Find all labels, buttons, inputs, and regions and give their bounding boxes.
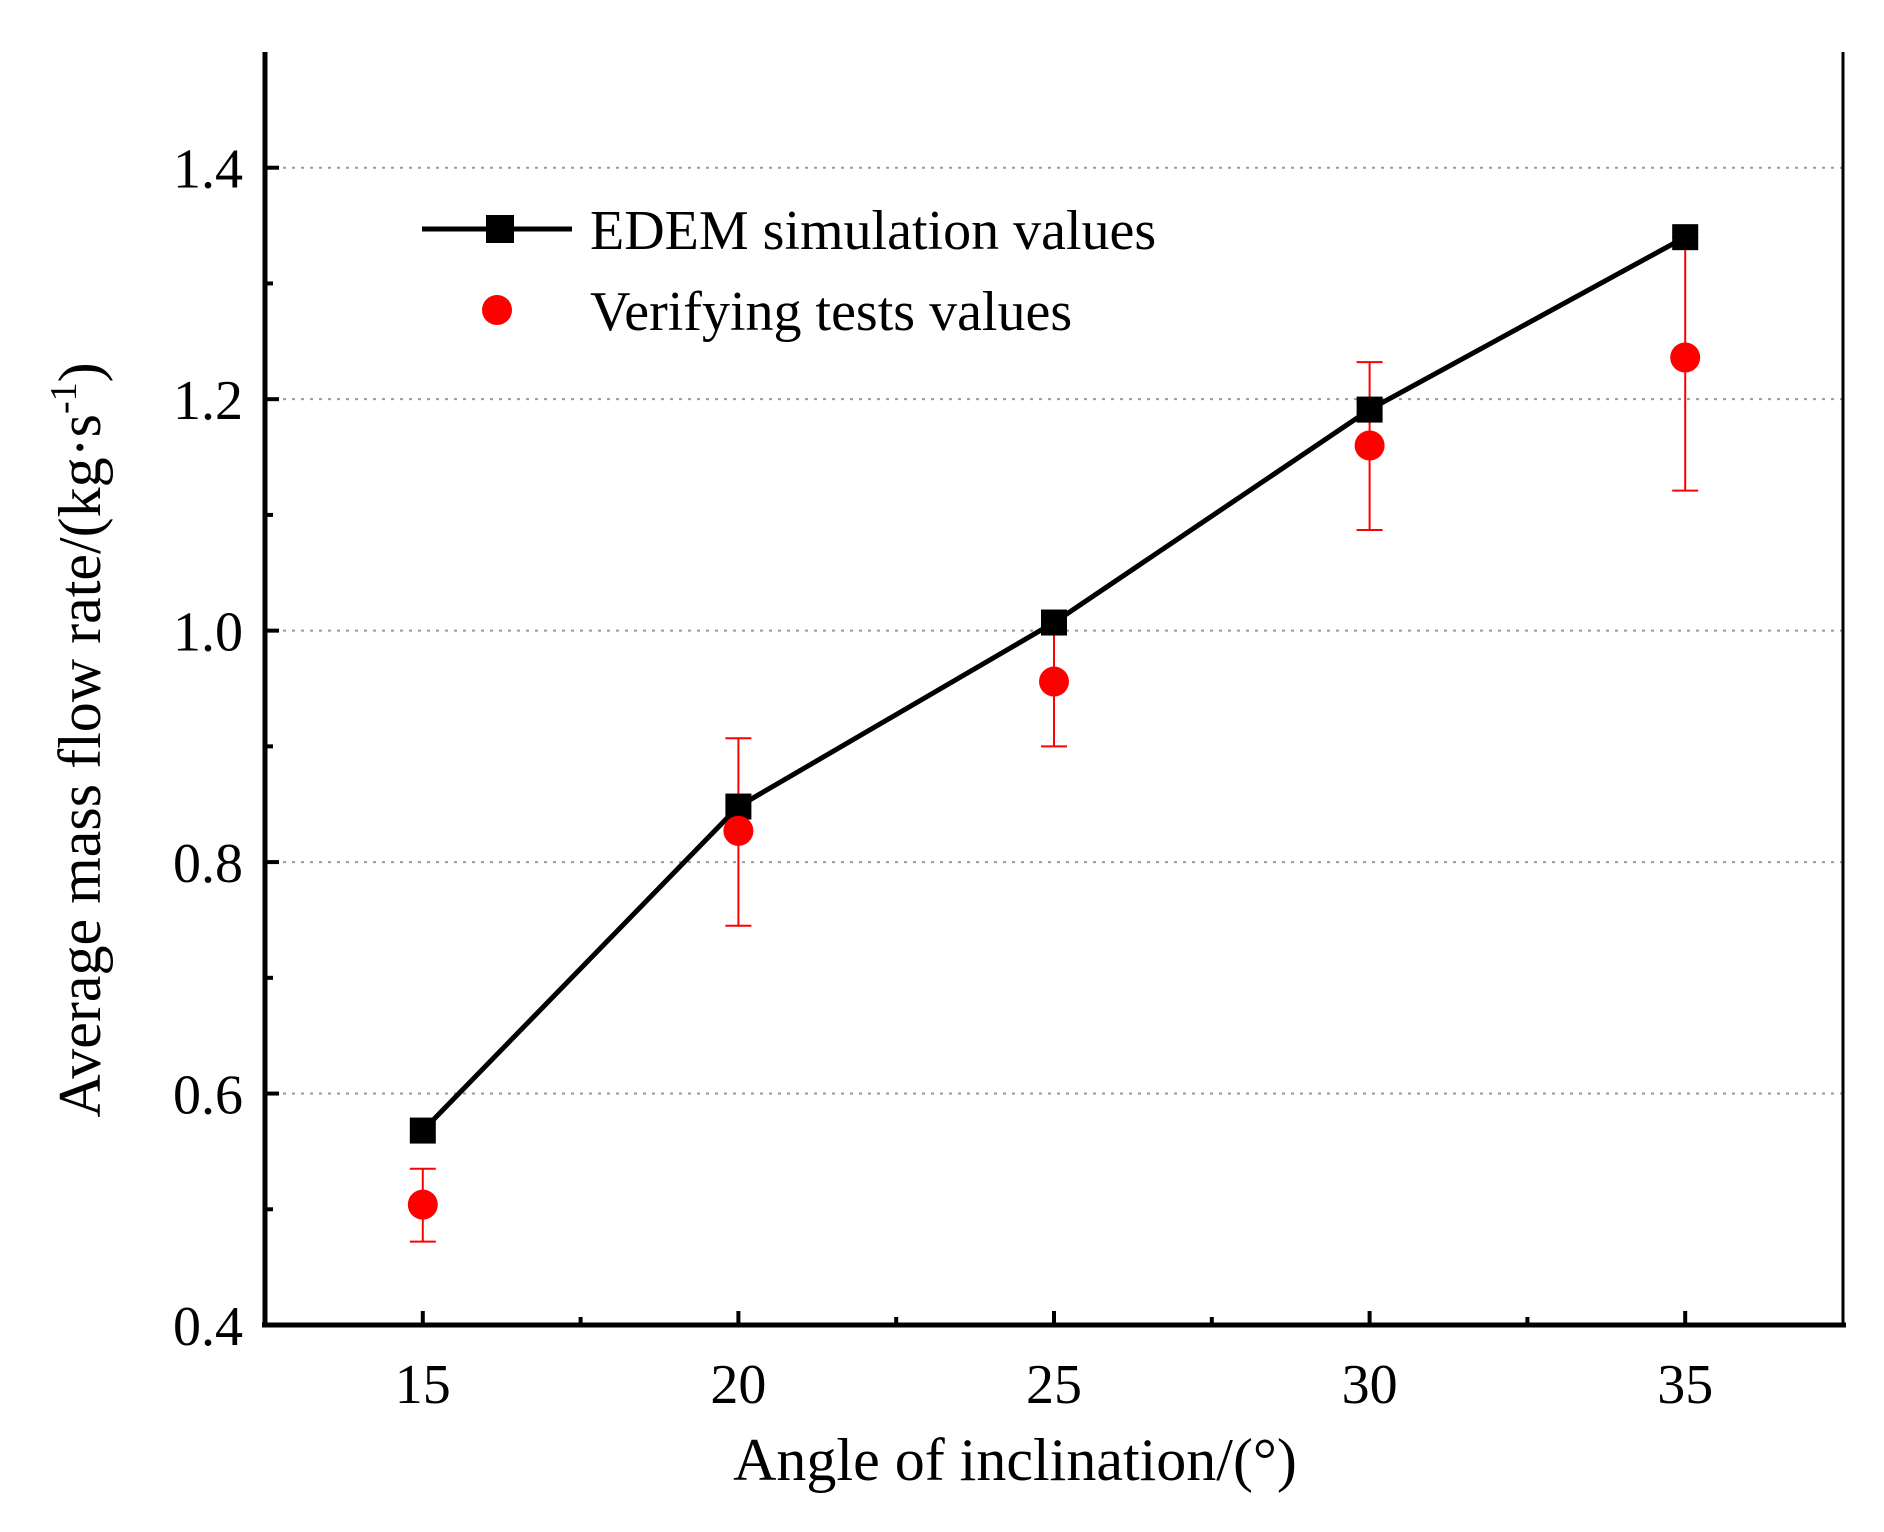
x-tick-label: 30 <box>1342 1354 1398 1416</box>
y-axis-label: Average mass flow rate/(kg·s-1) <box>43 362 113 1117</box>
y-axis-label-close: ) <box>47 362 113 382</box>
legend-label-tests: Verifying tests values <box>590 281 1072 343</box>
x-tick-label: 35 <box>1657 1354 1713 1416</box>
simulation-point <box>1041 609 1067 636</box>
error-bars <box>409 236 1699 1243</box>
y-tick-label: 1.4 <box>173 139 243 201</box>
y-tick-label: 1.2 <box>173 370 243 432</box>
y-tick-label: 1.0 <box>173 602 243 664</box>
x-tick-label: 25 <box>1026 1354 1082 1416</box>
test-point <box>1670 342 1701 373</box>
simulation-point <box>1672 224 1699 251</box>
simulation-point <box>409 1117 436 1144</box>
y-tick-label: 0.4 <box>173 1296 243 1358</box>
data-markers <box>407 224 1701 1220</box>
y-tick-label: 0.6 <box>173 1065 243 1127</box>
legend: EDEM simulation values Verifying tests v… <box>422 200 1156 343</box>
simulation-point <box>725 793 752 820</box>
tick-labels: 0.4 0.6 0.8 1.0 1.2 1.4 15 20 25 30 35 <box>173 139 1713 1416</box>
test-point <box>407 1189 438 1220</box>
simulation-point <box>1356 396 1383 423</box>
legend-label-simulation: EDEM simulation values <box>590 200 1156 262</box>
x-tick-label: 15 <box>395 1354 451 1416</box>
axis-ticks <box>265 165 1688 1327</box>
x-axis-label: Angle of inclination/(°) <box>733 1427 1297 1493</box>
legend-square-marker <box>486 215 514 243</box>
test-point <box>1354 430 1385 461</box>
grid-lines <box>265 166 1843 1095</box>
test-point <box>723 815 754 846</box>
y-axis-label-superscript: -1 <box>43 382 85 414</box>
legend-circle-marker <box>482 295 512 325</box>
y-axis-label-main: Average mass flow rate/(kg·s <box>47 414 113 1118</box>
y-tick-label: 0.8 <box>173 833 243 895</box>
test-point <box>1039 666 1069 697</box>
x-tick-label: 20 <box>710 1354 766 1416</box>
